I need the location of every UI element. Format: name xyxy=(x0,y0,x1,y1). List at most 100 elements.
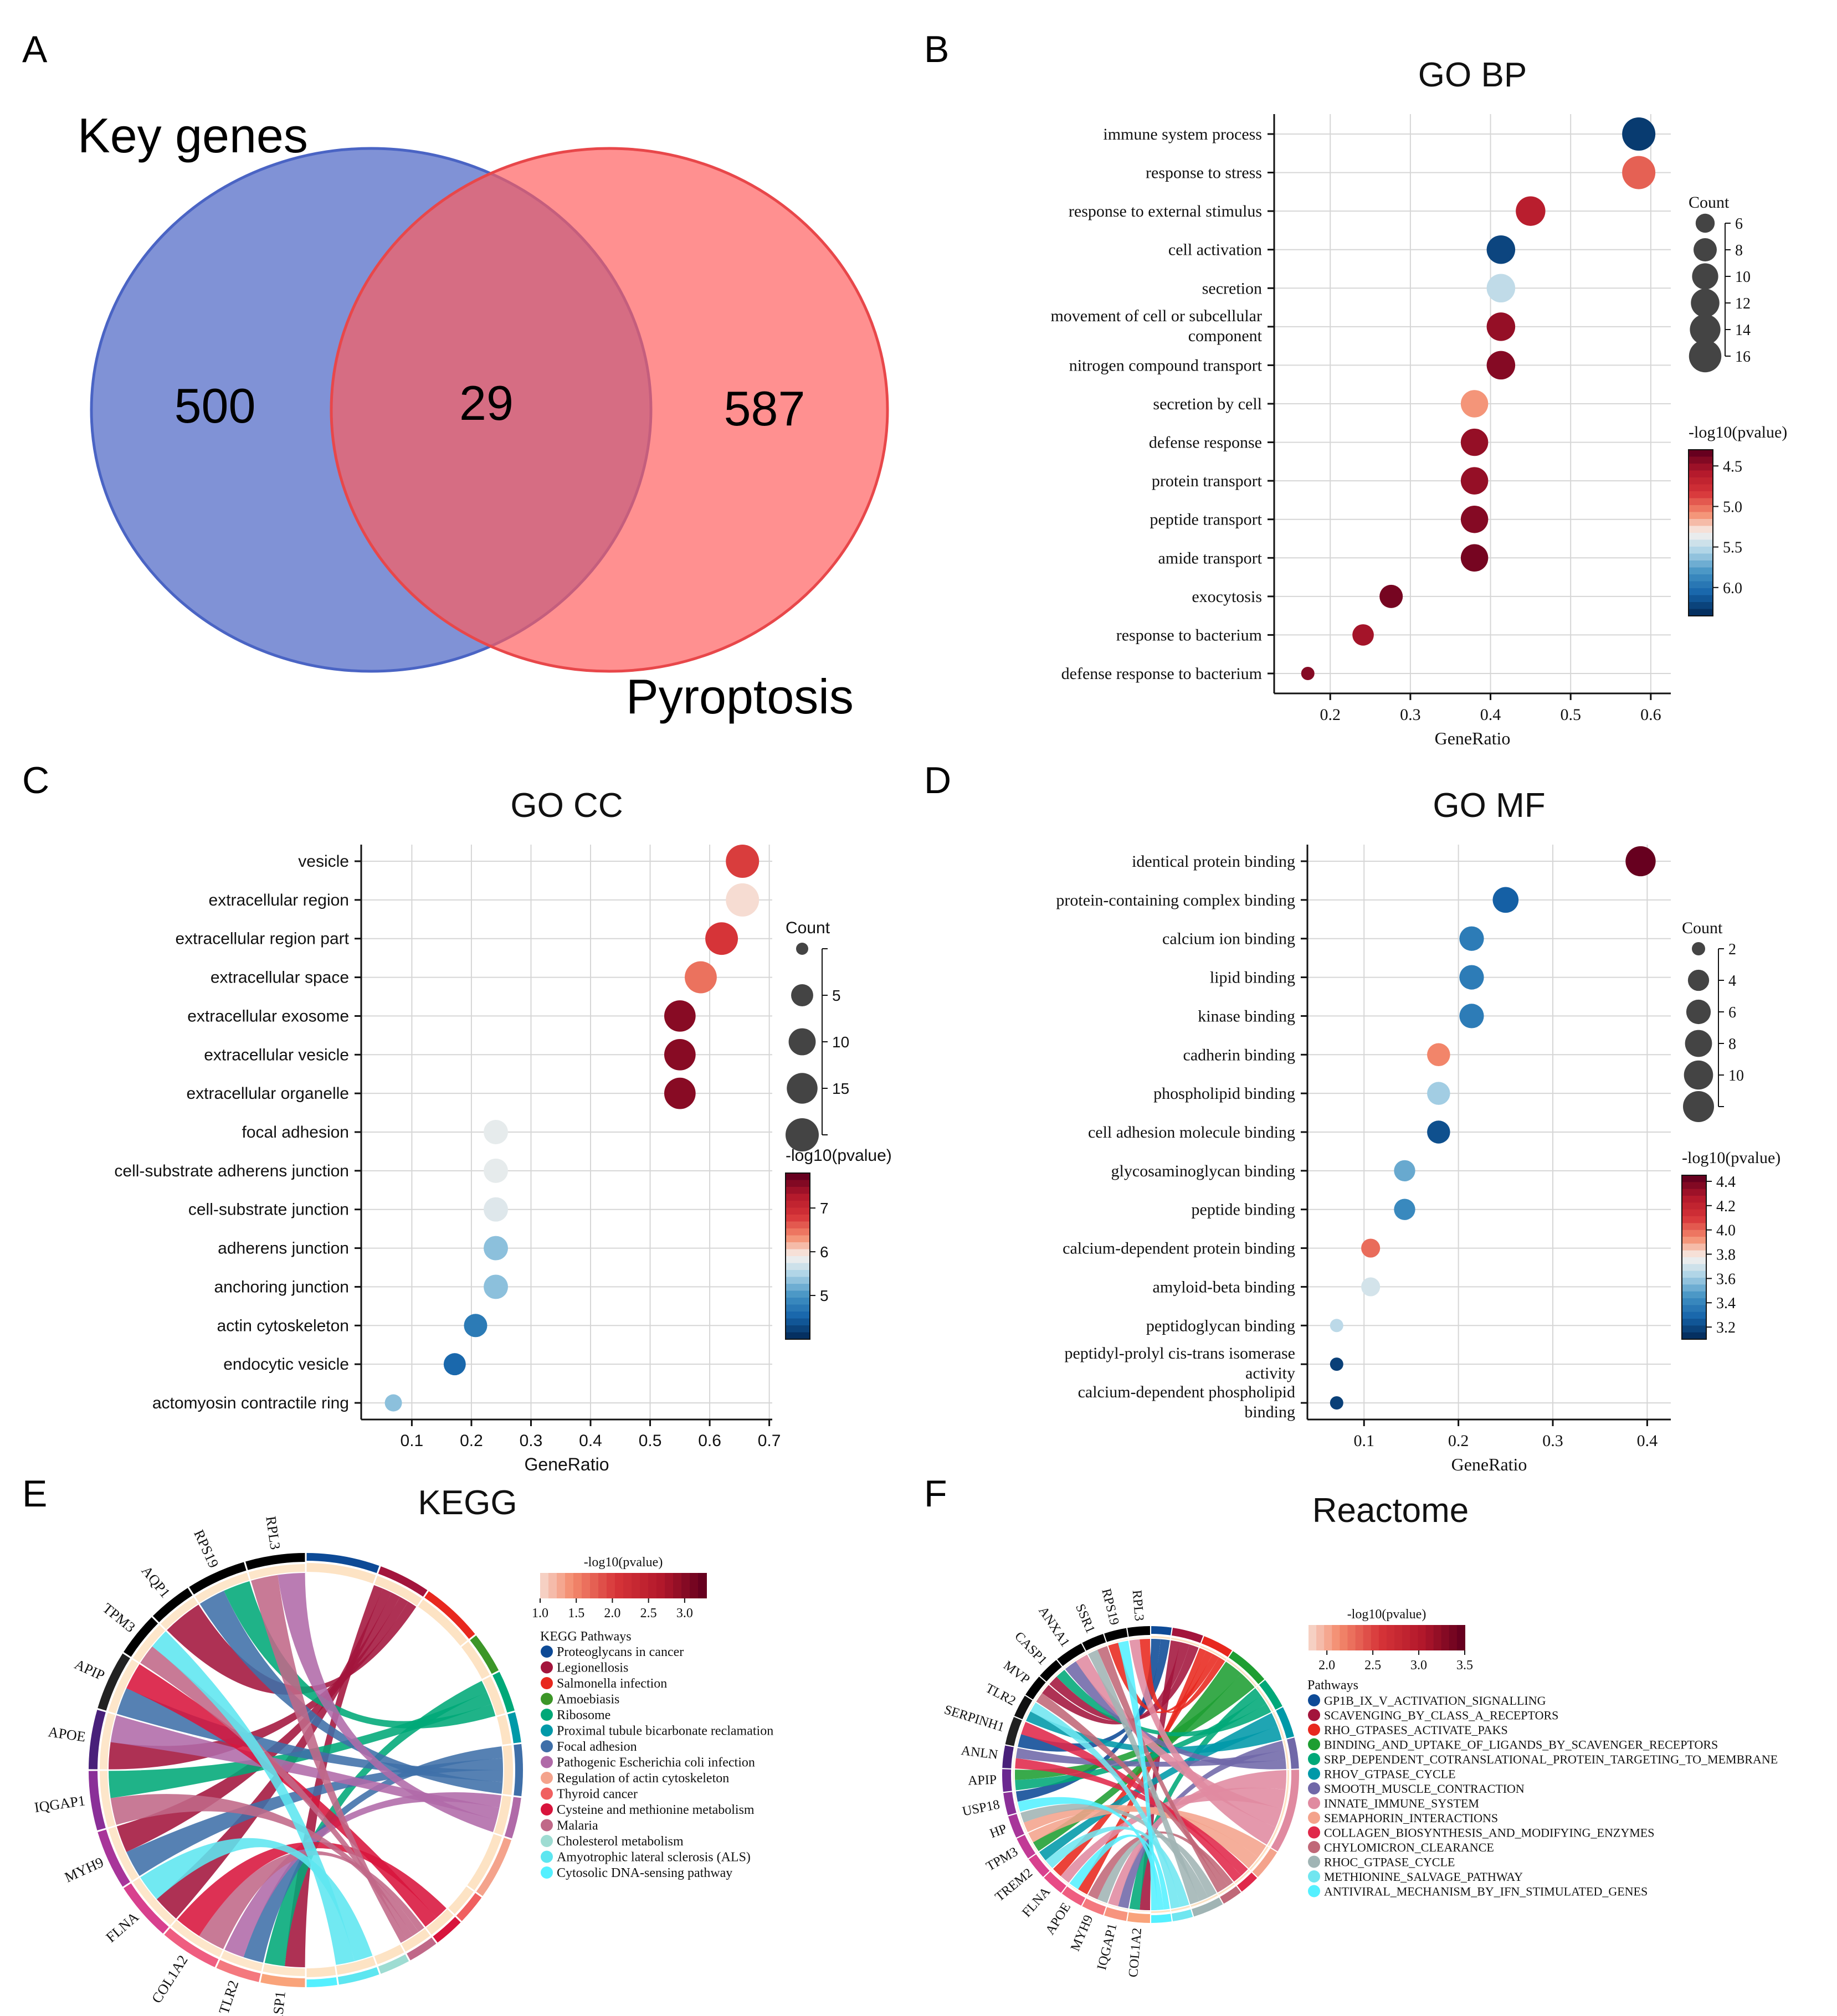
colorbar-segment xyxy=(1682,1196,1706,1204)
data-point xyxy=(1459,1004,1484,1028)
chart-title: GO MF xyxy=(1433,786,1545,825)
pathway-arc xyxy=(407,1937,437,1961)
pathway-legend-label: INNATE_IMMUNE_SYSTEM xyxy=(1324,1797,1479,1811)
pathway-arc xyxy=(507,1712,521,1744)
scale-segment xyxy=(1433,1625,1442,1650)
x-tick-label: 0.4 xyxy=(1637,1432,1658,1450)
pathway-legend-swatch xyxy=(1308,1885,1320,1897)
scale-segment xyxy=(615,1573,624,1598)
pathway-legend-label: GP1B_IX_V_ACTIVATION_SIGNALLING xyxy=(1324,1694,1546,1708)
pathway-arc xyxy=(1220,1886,1241,1904)
pathway-arc xyxy=(433,1917,461,1943)
gene-label: RPS19 xyxy=(1099,1587,1121,1627)
pathway-legend-title: KEGG Pathways xyxy=(540,1629,632,1644)
data-point xyxy=(484,1274,509,1299)
gene-label: FLNA xyxy=(103,1909,142,1946)
gene-arc xyxy=(89,1710,106,1770)
pathway-legend-swatch xyxy=(541,1835,553,1847)
pathway-legend-label: Cholesterol metabolism xyxy=(557,1834,684,1849)
colorbar-segment xyxy=(1689,539,1713,547)
data-point xyxy=(1379,584,1403,608)
colorbar-tick-label: 3.6 xyxy=(1716,1271,1736,1288)
colorbar-segment xyxy=(1682,1202,1706,1210)
size-legend-dot xyxy=(1690,314,1721,345)
scale-segment xyxy=(557,1573,566,1598)
chord-ribbon xyxy=(1075,1654,1282,1828)
size-legend-dot xyxy=(1692,263,1718,290)
data-point xyxy=(1622,156,1656,189)
scale-tick-label: 2.5 xyxy=(640,1606,657,1621)
pathway-legend-swatch xyxy=(1308,1841,1320,1853)
size-legend-dot xyxy=(1691,289,1720,317)
gene-label: MYH9 xyxy=(1068,1913,1096,1953)
gene-band xyxy=(1129,1637,1151,1640)
color-legend-title: -log10(pvalue) xyxy=(1682,1149,1780,1167)
chord-ribbon xyxy=(1025,1711,1282,1753)
pathway-arc xyxy=(337,1967,379,1985)
x-axis-label: GeneRatio xyxy=(1451,1454,1527,1474)
colorbar-segment xyxy=(786,1235,810,1243)
pathway-legend-label: Pathogenic Escherichia coli infection xyxy=(557,1756,755,1770)
scale-segment xyxy=(1371,1625,1379,1650)
pathway-legend-label: Cysteine and methionine metabolism xyxy=(557,1803,755,1817)
gene-arc xyxy=(1104,1907,1128,1921)
gene-label: COL1A2 xyxy=(148,1952,191,2006)
pathway-legend-label: Cytosolic DNA-sensing pathway xyxy=(557,1866,732,1880)
scale-segment xyxy=(681,1573,690,1598)
colorbar-segment xyxy=(1682,1312,1706,1319)
colorbar-segment xyxy=(786,1249,810,1257)
gene-band xyxy=(1129,1909,1151,1912)
pathway-score-band xyxy=(1256,1686,1274,1712)
pathway-score-band xyxy=(401,1928,430,1952)
x-tick-label: 0.7 xyxy=(758,1432,781,1450)
pathway-legend-swatch xyxy=(1308,1812,1320,1824)
gene-arc xyxy=(216,1960,261,1982)
colorbar-segment xyxy=(786,1304,810,1312)
y-tick-label: nitrogen compound transport xyxy=(1069,356,1263,374)
pathway-legend-label: Proteoglycans in cancer xyxy=(557,1645,684,1659)
chord-ribbon xyxy=(116,1592,401,1852)
venn-diagram: Key genes Pyroptosis 500 29 587 xyxy=(78,108,889,724)
y-tick-label: activity xyxy=(1245,1364,1295,1382)
scale-segment xyxy=(548,1573,557,1598)
size-legend-label: 8 xyxy=(1728,1036,1736,1053)
pathway-arc xyxy=(378,1566,428,1597)
chord-ribbon xyxy=(1036,1693,1228,1890)
pathway-legend-swatch xyxy=(541,1709,553,1721)
colorbar-segment xyxy=(1689,609,1713,616)
pathway-legend-label: RHOV_GTPASE_CYCLE xyxy=(1324,1767,1456,1781)
pathway-legend-label: METHIONINE_SALVAGE_PATHWAY xyxy=(1324,1870,1523,1884)
gene-arc xyxy=(245,1553,305,1570)
scale-segment xyxy=(1363,1625,1372,1650)
pathway-score-band xyxy=(497,1715,511,1745)
data-point xyxy=(1394,1160,1415,1182)
gene-arc xyxy=(1003,1792,1017,1816)
scale-segment xyxy=(1456,1625,1465,1650)
y-tick-label: response to bacterium xyxy=(1116,626,1262,644)
chord-ribbon xyxy=(1053,1650,1213,1876)
venn-label-key-genes: Key genes xyxy=(78,108,308,163)
gene-band xyxy=(1064,1653,1087,1669)
pathway-score-band xyxy=(1234,1870,1250,1884)
gene-label: AQP1 xyxy=(138,1563,173,1601)
size-legend-label: 4 xyxy=(1728,973,1736,990)
y-tick-label: defense response to bacterium xyxy=(1061,665,1262,683)
y-tick-label: cadherin binding xyxy=(1183,1046,1295,1064)
colorbar-segment xyxy=(1689,456,1713,464)
size-legend-dot xyxy=(1692,942,1705,955)
colorbar-segment xyxy=(1682,1189,1706,1196)
pathway-arc xyxy=(1171,1628,1203,1643)
chord-ribbon xyxy=(1033,1662,1241,1852)
x-tick-label: 0.6 xyxy=(1640,706,1661,724)
data-point xyxy=(1486,312,1516,341)
pathway-score-band xyxy=(1272,1711,1285,1740)
x-tick-label: 0.4 xyxy=(1480,706,1501,724)
colorbar-segment xyxy=(1689,560,1713,568)
gene-label: CASP1 xyxy=(268,1991,289,2016)
gene-arc xyxy=(1005,1716,1022,1746)
pathway-legend-swatch xyxy=(541,1772,553,1784)
gene-arc xyxy=(1017,1834,1036,1859)
chart-title: Reactome xyxy=(1312,1492,1469,1530)
pathway-legend-swatch xyxy=(541,1850,553,1863)
x-tick-label: 0.1 xyxy=(1353,1432,1374,1450)
